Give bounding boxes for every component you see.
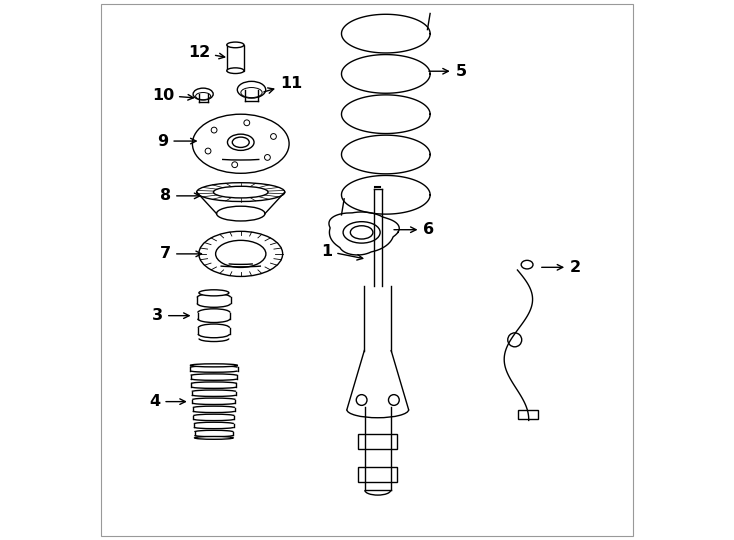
Circle shape: [232, 162, 238, 167]
Ellipse shape: [521, 260, 533, 269]
Ellipse shape: [343, 222, 380, 243]
Ellipse shape: [192, 114, 289, 173]
Ellipse shape: [350, 226, 373, 239]
Bar: [518, 410, 538, 420]
Bar: [227, 45, 244, 71]
Ellipse shape: [193, 88, 213, 100]
Ellipse shape: [196, 92, 211, 100]
Text: 7: 7: [160, 246, 202, 261]
Circle shape: [264, 154, 270, 160]
Ellipse shape: [228, 134, 254, 151]
Text: 10: 10: [152, 88, 194, 103]
Circle shape: [356, 395, 367, 406]
Circle shape: [211, 127, 217, 133]
Text: 5: 5: [429, 64, 467, 79]
Text: 12: 12: [188, 45, 225, 60]
Circle shape: [508, 333, 522, 347]
Bar: [358, 434, 397, 449]
Circle shape: [388, 395, 399, 406]
Ellipse shape: [214, 186, 268, 198]
Ellipse shape: [237, 82, 266, 98]
Text: 4: 4: [149, 394, 186, 409]
Circle shape: [205, 148, 211, 154]
Text: 1: 1: [321, 244, 363, 260]
Circle shape: [244, 120, 250, 126]
Ellipse shape: [195, 436, 233, 440]
Ellipse shape: [227, 42, 244, 48]
Ellipse shape: [190, 364, 238, 367]
Circle shape: [271, 133, 277, 139]
Text: 2: 2: [542, 260, 581, 275]
Text: 6: 6: [394, 222, 435, 237]
Text: 8: 8: [160, 188, 200, 204]
Ellipse shape: [241, 87, 262, 98]
Text: 9: 9: [157, 133, 196, 148]
Ellipse shape: [217, 206, 265, 221]
Text: 3: 3: [152, 308, 189, 323]
Ellipse shape: [232, 137, 250, 147]
Bar: [358, 467, 397, 482]
Ellipse shape: [199, 231, 283, 276]
Ellipse shape: [227, 68, 244, 73]
Text: 11: 11: [264, 76, 303, 93]
Ellipse shape: [197, 183, 285, 201]
Ellipse shape: [216, 240, 266, 267]
Ellipse shape: [199, 290, 229, 296]
